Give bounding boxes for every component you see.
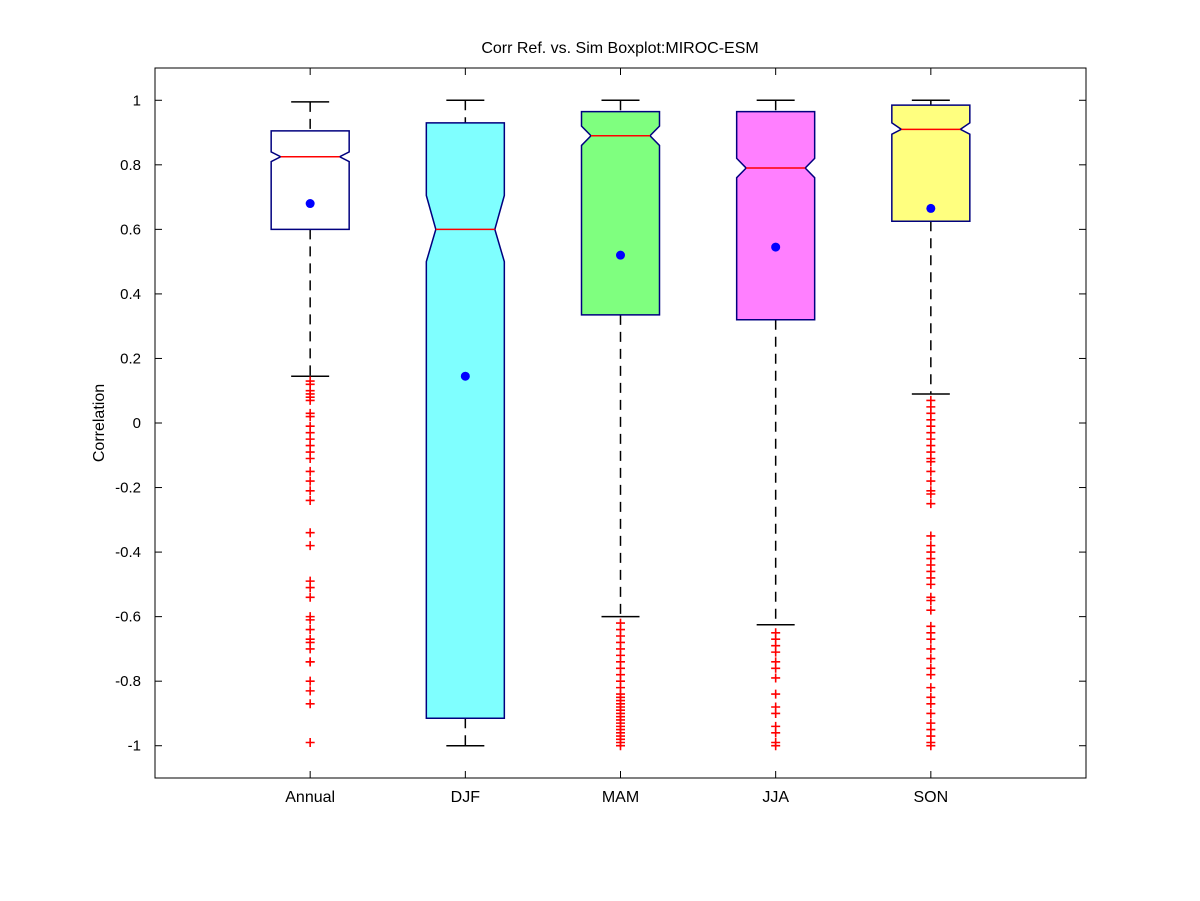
outlier-marker (771, 663, 781, 673)
y-tick-label: 0.8 (120, 157, 141, 174)
outlier-marker (305, 738, 315, 747)
box-djf (425, 122, 506, 720)
y-tick-label: 0.4 (120, 286, 141, 303)
outlier-marker (926, 634, 936, 644)
outlier-marker (305, 486, 315, 496)
outlier-marker (771, 647, 781, 657)
x-tick-label: JJA (762, 789, 789, 806)
outlier-marker (305, 657, 315, 667)
outlier-marker (305, 466, 315, 476)
outlier-marker (305, 676, 315, 686)
outlier-marker (771, 689, 781, 699)
y-tick-label: 0.2 (120, 350, 141, 367)
outlier-marker (926, 457, 936, 467)
y-tick-label: -0.2 (115, 480, 141, 497)
outlier-marker (305, 528, 315, 538)
outlier-marker (305, 454, 315, 463)
x-tick-label: DJF (451, 789, 481, 806)
y-tick-label: 0 (133, 415, 141, 432)
chart-title: Corr Ref. vs. Sim Boxplot:MIROC-ESM (481, 40, 758, 57)
outlier-marker (305, 412, 315, 422)
x-tick-label: MAM (602, 789, 639, 806)
outlier-marker (305, 644, 315, 654)
mean-marker (305, 199, 315, 209)
outlier-marker (926, 466, 936, 476)
mean-marker (460, 371, 470, 381)
outlier-marker (926, 670, 936, 680)
outlier-marker (305, 686, 315, 696)
y-tick-label: 0.6 (120, 221, 141, 238)
outlier-marker (926, 699, 936, 709)
outlier-marker (305, 583, 315, 593)
box-annual (270, 130, 350, 231)
outlier-marker (926, 531, 936, 541)
outlier-marker (305, 625, 315, 635)
outlier-marker (926, 476, 936, 486)
outlier-marker (305, 495, 315, 505)
box-son (891, 104, 971, 223)
y-tick-label: -0.4 (115, 544, 141, 561)
outlier-marker (771, 728, 781, 738)
outlier-marker (305, 395, 315, 405)
outlier-marker (926, 596, 936, 605)
mean-marker (616, 250, 625, 260)
y-axis-label: Correlation (91, 384, 108, 462)
outlier-marker (926, 579, 936, 589)
x-tick-label: SON (913, 789, 948, 806)
mean-marker (771, 242, 781, 252)
outlier-marker (771, 708, 781, 718)
x-tick-label: Annual (285, 789, 335, 806)
y-tick-label: -0.6 (115, 609, 141, 626)
y-tick-label: -1 (128, 738, 141, 755)
outlier-marker (926, 644, 936, 654)
y-tick-label: 1 (133, 92, 141, 109)
outlier-marker (305, 476, 315, 486)
outlier-marker (305, 699, 315, 709)
outlier-marker (926, 489, 936, 499)
outlier-marker (305, 541, 315, 551)
outlier-marker (926, 605, 936, 615)
outlier-marker (305, 592, 315, 602)
plot-area: 1 0.8 0.6 0.4 0.2 0 -0.2 -0.4 -0.6 -0.8 -1 Annual DJ… (115, 67, 1087, 806)
outlier-marker (926, 499, 936, 509)
outlier-marker (926, 683, 936, 693)
outlier-marker (616, 741, 625, 751)
outlier-marker (926, 654, 936, 664)
outlier-marker (926, 708, 936, 718)
mean-marker (926, 203, 936, 213)
box-mam (580, 110, 661, 316)
outlier-marker (926, 741, 936, 751)
box-jja (735, 110, 816, 321)
outlier-marker (771, 741, 781, 751)
y-tick-label: -0.8 (115, 673, 141, 690)
outlier-marker (771, 673, 781, 683)
outlier-marker (305, 615, 315, 625)
